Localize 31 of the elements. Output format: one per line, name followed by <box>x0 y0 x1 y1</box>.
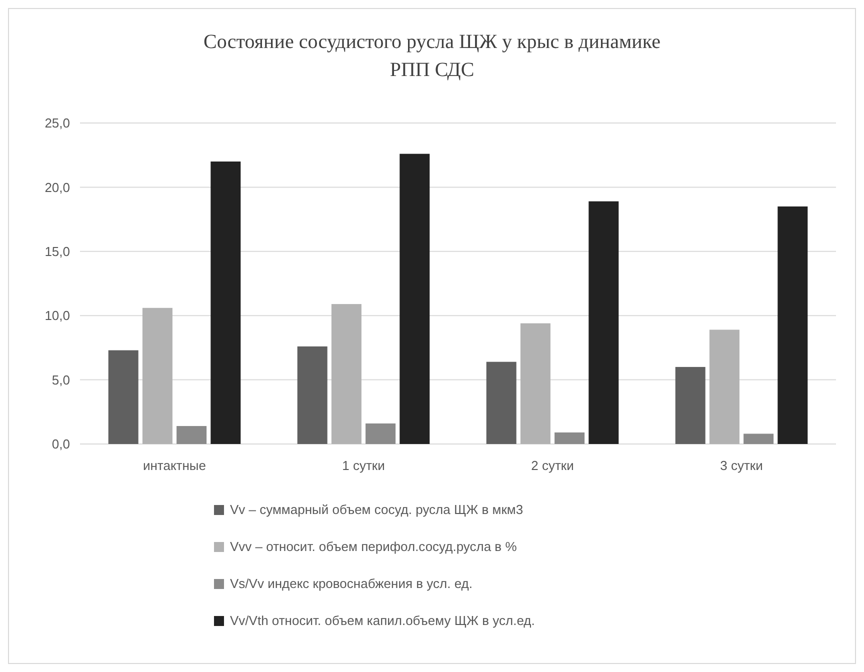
y-tick-label: 10,0 <box>44 308 70 324</box>
bar <box>331 304 362 444</box>
y-tick-label: 15,0 <box>44 244 70 259</box>
bar <box>400 154 430 444</box>
bar <box>744 434 774 444</box>
x-tick-label: 3 сутки <box>720 458 763 473</box>
legend-label: Vv/Vth относит. объем капил.объему ЩЖ в усл.ед. <box>230 613 535 628</box>
x-tick-label: 2 сутки <box>531 458 574 473</box>
legend-label: Vs/Vv индекс кровоснабжения в усл. ед. <box>230 576 472 591</box>
bar <box>366 423 396 444</box>
bar <box>588 201 619 444</box>
bar <box>709 330 740 444</box>
legend-label: Vv – суммарный объем сосуд. русла ЩЖ в мкм3 <box>230 502 524 517</box>
bar <box>554 432 585 444</box>
chart-title: Состояние сосудистого русла ЩЖ у крыс в динамике РПП СДС <box>204 31 661 81</box>
legend-label: Vvv – относит. объем перифол.сосуд.русла в % <box>230 539 518 554</box>
y-tick-label: 0,0 <box>52 436 70 452</box>
bar <box>297 346 328 444</box>
y-tick-label: 5,0 <box>52 372 70 388</box>
bar <box>108 350 138 444</box>
bar <box>176 426 207 444</box>
bar <box>486 362 516 444</box>
bar <box>520 323 550 444</box>
x-tick-label: 1 сутки <box>342 458 385 473</box>
y-tick-label: 25,0 <box>44 116 70 131</box>
y-tick-label: 20,0 <box>44 180 70 195</box>
x-tick-label: интактные <box>142 458 206 473</box>
bar <box>778 206 808 444</box>
bar <box>210 162 241 444</box>
bar <box>675 366 706 444</box>
bar <box>142 308 172 444</box>
